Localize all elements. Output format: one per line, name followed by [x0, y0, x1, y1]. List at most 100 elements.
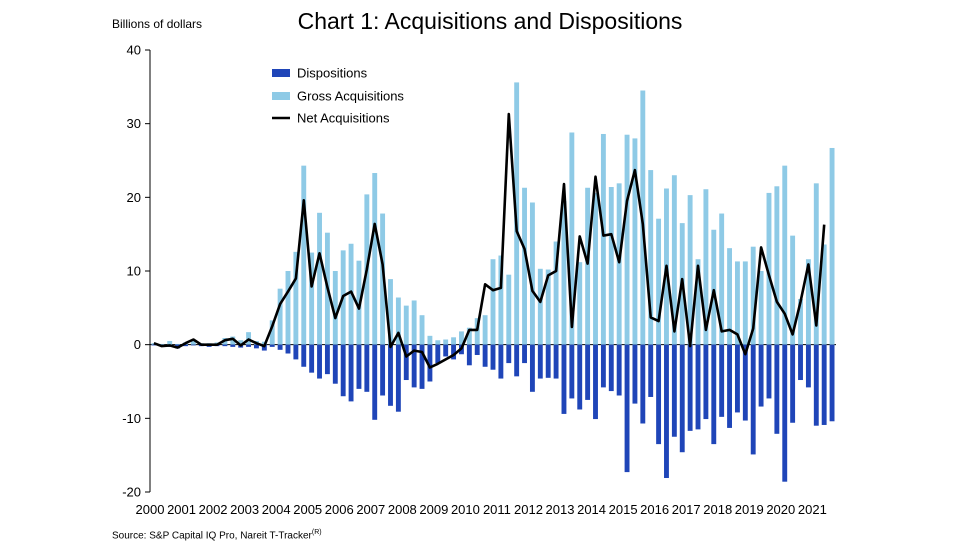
dispositions-bar	[301, 344, 307, 367]
gross-acquisitions-bar	[616, 183, 622, 345]
gross-acquisitions-bars	[151, 82, 835, 345]
dispositions-bar	[529, 344, 535, 392]
x-tick-label: 2013	[546, 502, 575, 517]
gross-acquisitions-bar	[593, 192, 598, 345]
gross-acquisitions-bar	[411, 300, 417, 345]
gross-acquisitions-bar	[403, 305, 409, 345]
gross-acquisitions-bar	[301, 165, 307, 345]
x-tick-label: 2002	[199, 502, 228, 517]
dispositions-bar	[356, 344, 362, 389]
gross-acquisitions-bar	[395, 297, 401, 345]
gross-acquisitions-bar	[482, 315, 488, 345]
gross-acquisitions-bar	[498, 255, 504, 345]
dispositions-bar	[395, 344, 401, 412]
gross-acquisitions-bar	[569, 132, 575, 345]
dispositions-bar	[490, 344, 496, 370]
dispositions-bar	[632, 344, 638, 404]
gross-acquisitions-bar	[522, 187, 527, 345]
dispositions-bar	[813, 344, 819, 426]
dispositions-bar	[648, 344, 654, 397]
gross-acquisitions-bar	[734, 261, 740, 345]
dispositions-bar	[340, 344, 346, 397]
x-tick-label: 2017	[672, 502, 701, 517]
dispositions-bar	[230, 344, 236, 347]
dispositions-bar	[774, 344, 780, 434]
gross-acquisitions-bar	[443, 339, 449, 345]
dispositions-bar	[569, 344, 575, 399]
dispositions-bar	[711, 344, 717, 445]
gross-acquisitions-bar	[545, 269, 551, 345]
y-tick-label: 20	[127, 190, 141, 205]
gross-acquisitions-bar	[380, 213, 386, 345]
dispositions-bar	[608, 344, 614, 392]
gross-acquisitions-bar	[167, 340, 173, 345]
gross-acquisitions-bar	[230, 336, 236, 345]
source-superscript: (R)	[311, 529, 322, 536]
chart-title: Chart 1: Acquisitions and Dispositions	[297, 8, 683, 34]
dispositions-bar	[364, 344, 370, 392]
gross-acquisitions-bar	[790, 235, 796, 345]
gross-acquisitions-bar	[332, 271, 338, 345]
dispositions-bar	[537, 344, 543, 379]
gross-acquisitions-bar	[600, 133, 606, 345]
dispositions-bar	[261, 344, 267, 351]
dispositions-bar	[380, 344, 386, 396]
x-tick-label: 2006	[325, 502, 354, 517]
dispositions-bar	[498, 344, 504, 379]
dispositions-bar	[324, 344, 330, 375]
x-tick-label: 2018	[703, 502, 732, 517]
dispositions-bar	[695, 344, 701, 430]
dispositions-bar	[671, 344, 677, 437]
gross-acquisitions-bar	[782, 165, 788, 345]
gross-acquisitions-bar	[585, 187, 591, 345]
gross-acquisitions-bar	[829, 147, 835, 345]
gross-acquisitions-bar	[238, 340, 244, 345]
dispositions-bar	[585, 344, 591, 400]
gross-acquisitions-bar	[529, 202, 535, 345]
dispositions-bar	[593, 344, 598, 420]
gross-acquisitions-bar	[561, 201, 567, 345]
net-acquisitions-line	[153, 112, 826, 369]
dispositions-bar	[679, 344, 685, 453]
dispositions-bar	[553, 344, 559, 379]
dispositions-bar	[293, 344, 299, 360]
dispositions-bar	[372, 344, 378, 420]
dispositions-bar	[388, 344, 393, 406]
dispositions-bar	[474, 344, 480, 355]
dispositions-bar	[821, 344, 827, 425]
gross-acquisitions-bar	[719, 213, 725, 345]
dispositions-bar	[742, 344, 748, 421]
x-tick-label: 2001	[167, 502, 196, 517]
gross-acquisitions-bar	[798, 298, 803, 345]
dispositions-bar	[514, 344, 520, 377]
gross-acquisitions-bar	[671, 175, 677, 345]
dispositions-bar	[222, 344, 228, 347]
gross-acquisitions-bar	[608, 187, 614, 345]
dispositions-bars	[151, 344, 835, 482]
gross-acquisitions-bar	[687, 195, 693, 345]
dispositions-bar	[750, 344, 756, 455]
gross-acquisitions-bar	[805, 259, 811, 345]
gross-acquisitions-bar	[490, 259, 496, 345]
gross-acquisitions-bar	[537, 268, 543, 345]
dispositions-bar	[766, 344, 772, 399]
dispositions-bar	[451, 344, 457, 360]
legend-label: Gross Acquisitions	[297, 89, 404, 104]
dispositions-bar	[656, 344, 662, 445]
gross-acquisitions-bar	[750, 246, 756, 345]
gross-acquisitions-bar	[821, 244, 827, 345]
x-tick-label: 2004	[262, 502, 291, 517]
gross-acquisitions-bar	[317, 212, 322, 345]
dispositions-bar	[719, 344, 725, 417]
dispositions-bar	[309, 344, 315, 373]
dispositions-bar	[577, 344, 583, 410]
dispositions-bar	[277, 344, 283, 350]
gross-acquisitions-bar	[427, 335, 433, 345]
x-tick-label: 2003	[230, 502, 259, 517]
x-tick-label: 2005	[293, 502, 322, 517]
dispositions-bar	[734, 344, 740, 413]
gross-acquisitions-bar	[506, 274, 512, 345]
gross-acquisitions-bar	[648, 170, 654, 345]
legend-label: Net Acquisitions	[297, 111, 390, 126]
y-tick-label: -20	[122, 485, 141, 500]
